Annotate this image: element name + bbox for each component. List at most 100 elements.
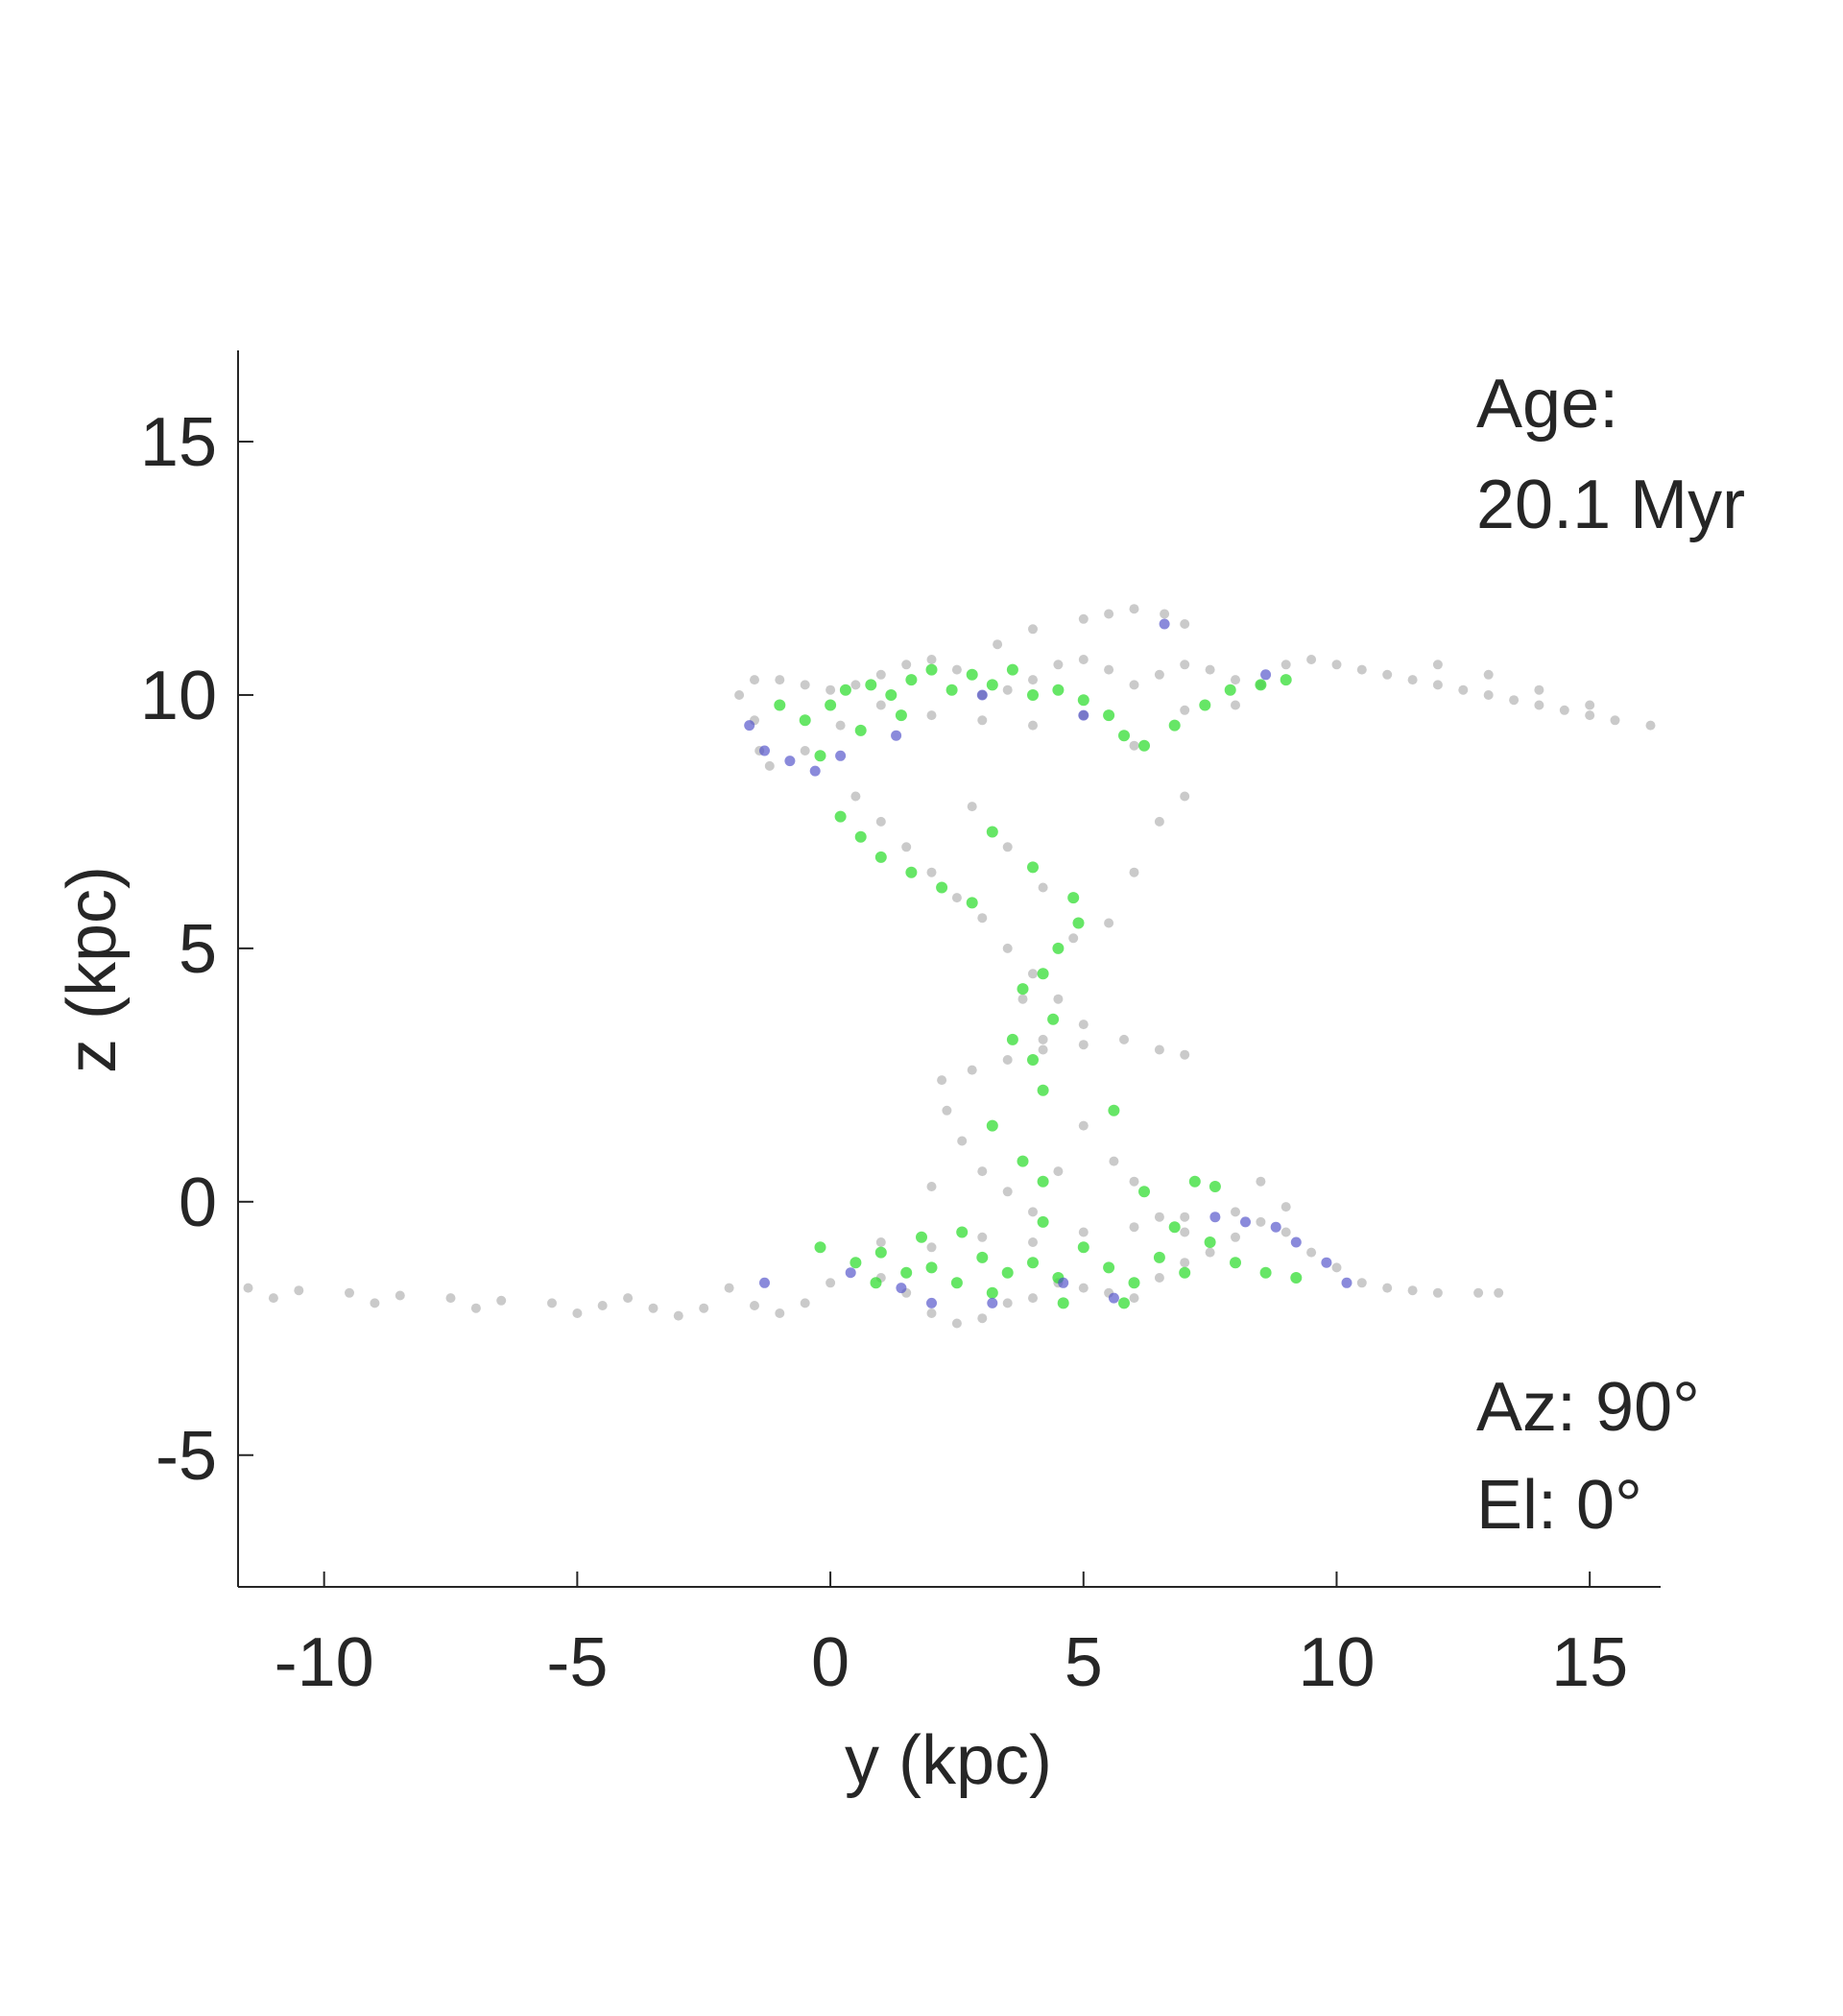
data-point-gas [1231,675,1240,685]
data-point-gas [1180,791,1190,802]
data-point-gas [1078,1020,1089,1030]
data-point-gas [1078,1120,1089,1131]
data-point-young-stars [1168,1221,1181,1234]
data-point-old-stars [845,1267,856,1279]
data-point-gas [1306,655,1317,664]
data-point-gas [1154,1044,1164,1055]
data-point-old-stars [1078,709,1089,721]
data-point-young-stars [834,810,847,823]
x-tick-label: 0 [811,1624,850,1701]
data-point-gas [926,710,937,721]
data-point-young-stars [895,709,907,722]
data-point-gas [1129,1222,1139,1233]
data-point-gas [1068,933,1079,944]
data-point-old-stars [891,730,902,741]
data-point-gas [1129,1176,1139,1187]
data-point-gas [268,1293,278,1304]
data-point-young-stars [774,699,786,711]
data-point-gas [1494,1287,1504,1298]
series-gas [243,604,1656,1329]
data-point-gas [1154,1212,1164,1222]
data-point-gas [1078,1227,1089,1237]
data-point-gas [1610,715,1620,726]
age-value: 20.1 Myr [1476,467,1745,543]
data-point-gas [1432,680,1443,690]
data-point-young-stars [925,1261,938,1274]
data-point-gas [1281,660,1291,670]
data-point-gas [967,802,977,812]
data-point-gas [345,1287,354,1298]
data-point-young-stars [1047,1013,1060,1025]
data-point-gas [901,842,912,852]
data-point-gas [1180,1227,1190,1237]
data-point-young-stars [1077,694,1089,707]
data-point-gas [1078,1040,1089,1050]
data-point-gas [1180,1258,1190,1268]
data-point-young-stars [1006,663,1018,676]
data-point-gas [673,1310,683,1321]
data-point-gas [1053,1166,1064,1177]
data-point-gas [1028,1293,1038,1304]
data-point-gas [800,680,810,690]
data-point-gas [1356,664,1367,675]
data-point-young-stars [1280,674,1292,686]
data-point-young-stars [1153,1251,1165,1263]
data-point-gas [1281,1227,1291,1237]
data-point-gas [1432,1287,1443,1298]
data-point-gas [1645,720,1656,731]
data-point-gas [775,675,785,685]
data-point-gas [937,1075,947,1086]
data-point-gas [1407,1285,1418,1296]
data-point-gas [1109,1156,1119,1166]
data-point-gas [1382,1283,1393,1293]
data-point-gas [1053,660,1064,670]
x-tick-label: -10 [275,1624,374,1701]
data-point-gas [1256,1176,1266,1187]
data-point-young-stars [1072,917,1085,929]
data-point-young-stars [1006,1033,1018,1045]
y-tick-label: 15 [140,404,217,481]
data-point-young-stars [1118,1297,1130,1309]
data-point-young-stars [986,679,998,691]
x-axis-label: y (kpc) [845,1722,1052,1799]
data-point-gas [1038,1044,1048,1055]
y-tick-label: 10 [140,658,217,734]
data-point-gas [1559,705,1569,715]
data-point-young-stars [874,851,887,863]
data-point-gas [1002,1298,1013,1308]
data-point-gas [775,1308,785,1318]
data-point-old-stars [976,689,988,701]
data-point-old-stars [835,750,847,761]
data-point-young-stars [1179,1266,1191,1279]
data-point-gas [1028,624,1038,635]
data-point-gas [926,1182,937,1191]
data-point-gas [1432,660,1443,670]
data-point-old-stars [1058,1277,1069,1288]
data-point-young-stars [1168,719,1181,732]
data-point-gas [395,1290,405,1301]
data-point-gas [977,1232,988,1242]
data-point-gas [967,1065,977,1075]
data-point-old-stars [744,720,755,732]
data-point-gas [926,867,937,877]
data-point-gas [1306,1247,1317,1258]
data-point-gas [445,1293,456,1304]
data-points [243,604,1656,1329]
data-point-gas [875,1237,886,1247]
data-point-gas [1154,669,1164,680]
data-point-old-stars [1209,1212,1221,1223]
data-point-gas [1104,918,1114,928]
data-point-gas [1180,619,1190,629]
data-point-gas [1129,867,1139,877]
data-point-gas [875,700,886,710]
data-point-gas [572,1308,583,1318]
data-point-young-stars [854,830,867,843]
data-point-old-stars [1108,1292,1119,1304]
data-point-young-stars [1224,684,1236,696]
data-point-young-stars [854,724,867,736]
data-point-young-stars [945,684,958,696]
y-axis-label: z (kpc) [54,866,131,1073]
x-tick-label: 5 [1065,1624,1103,1701]
data-point-young-stars [1209,1181,1221,1192]
